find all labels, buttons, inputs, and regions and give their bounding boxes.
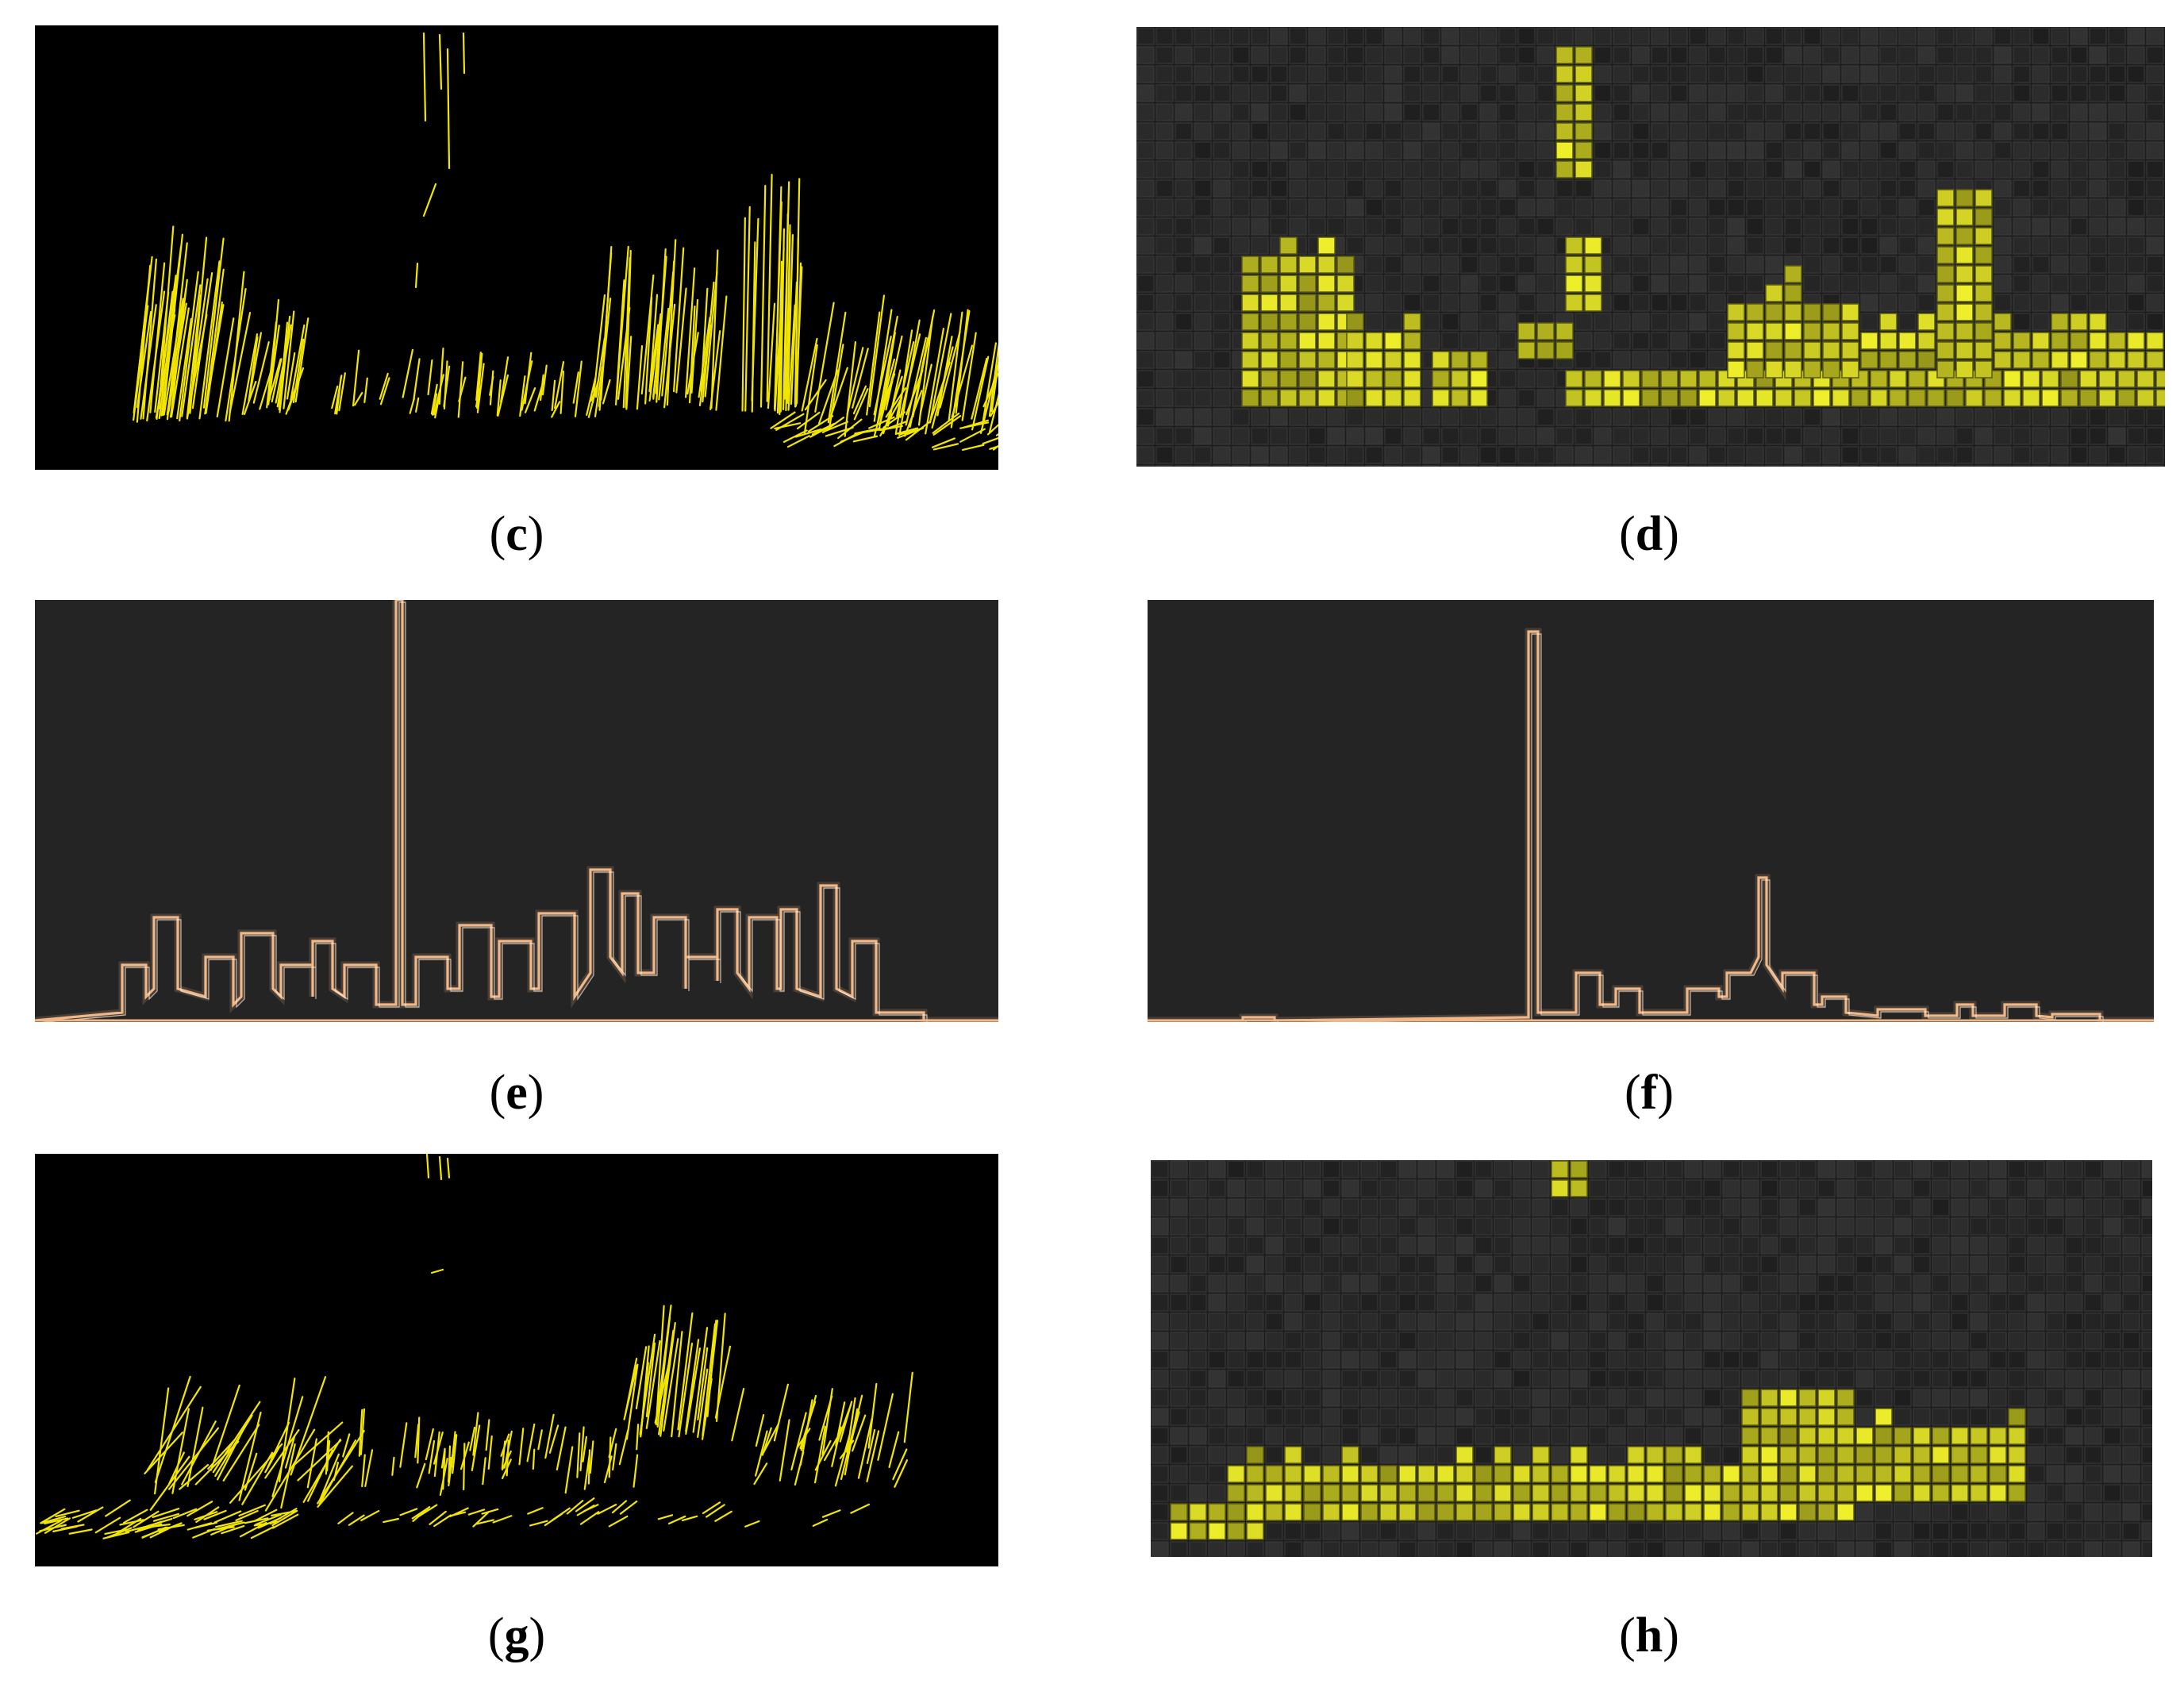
caption-g: (g) — [487, 1609, 546, 1662]
panel-g-image — [35, 1154, 998, 1566]
caption-c: (c) — [489, 507, 544, 561]
panel-e-image — [35, 600, 998, 1022]
panel-g-lidar-lines — [35, 1154, 913, 1539]
panel-e-contours — [35, 600, 998, 1022]
caption-f: (f) — [1625, 1066, 1674, 1120]
panel-d-voxel-grid — [1136, 27, 2165, 467]
caption-h: (h) — [1619, 1609, 1679, 1662]
panel-f-contours — [1148, 628, 2154, 1022]
panel-h-voxel-grid — [1151, 1160, 2152, 1557]
caption-d: (d) — [1619, 507, 1679, 561]
panel-c-lidar-lines — [133, 32, 998, 452]
panel-d-image — [1136, 27, 2165, 467]
caption-e: (e) — [489, 1066, 544, 1120]
panel-h-image — [1151, 1160, 2152, 1557]
panel-f-image — [1148, 600, 2154, 1022]
panel-c-image — [35, 25, 998, 470]
